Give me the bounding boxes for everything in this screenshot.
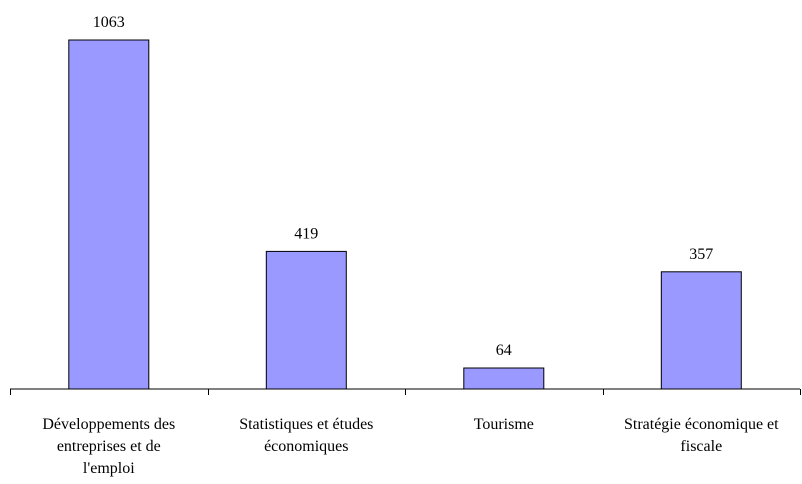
- category-label: Statistiques et études économiques: [239, 416, 373, 455]
- labels-layer: 1063 Développements des entreprises et de l…: [42, 14, 779, 477]
- bar: [660, 271, 742, 390]
- bar: [68, 39, 150, 390]
- data-label: 419: [294, 225, 318, 242]
- category-label: Tourisme: [474, 416, 534, 433]
- bars-layer: [68, 39, 742, 390]
- data-label: 357: [689, 246, 713, 263]
- data-label: 64: [496, 342, 512, 359]
- category-label: Stratégie économique et fiscale: [624, 416, 779, 455]
- x-axis: [10, 388, 801, 395]
- bar: [463, 367, 545, 390]
- bar: [265, 250, 347, 390]
- category-label: Développements des entreprises et de l'emp…: [42, 416, 175, 477]
- data-label: 1063: [93, 14, 125, 31]
